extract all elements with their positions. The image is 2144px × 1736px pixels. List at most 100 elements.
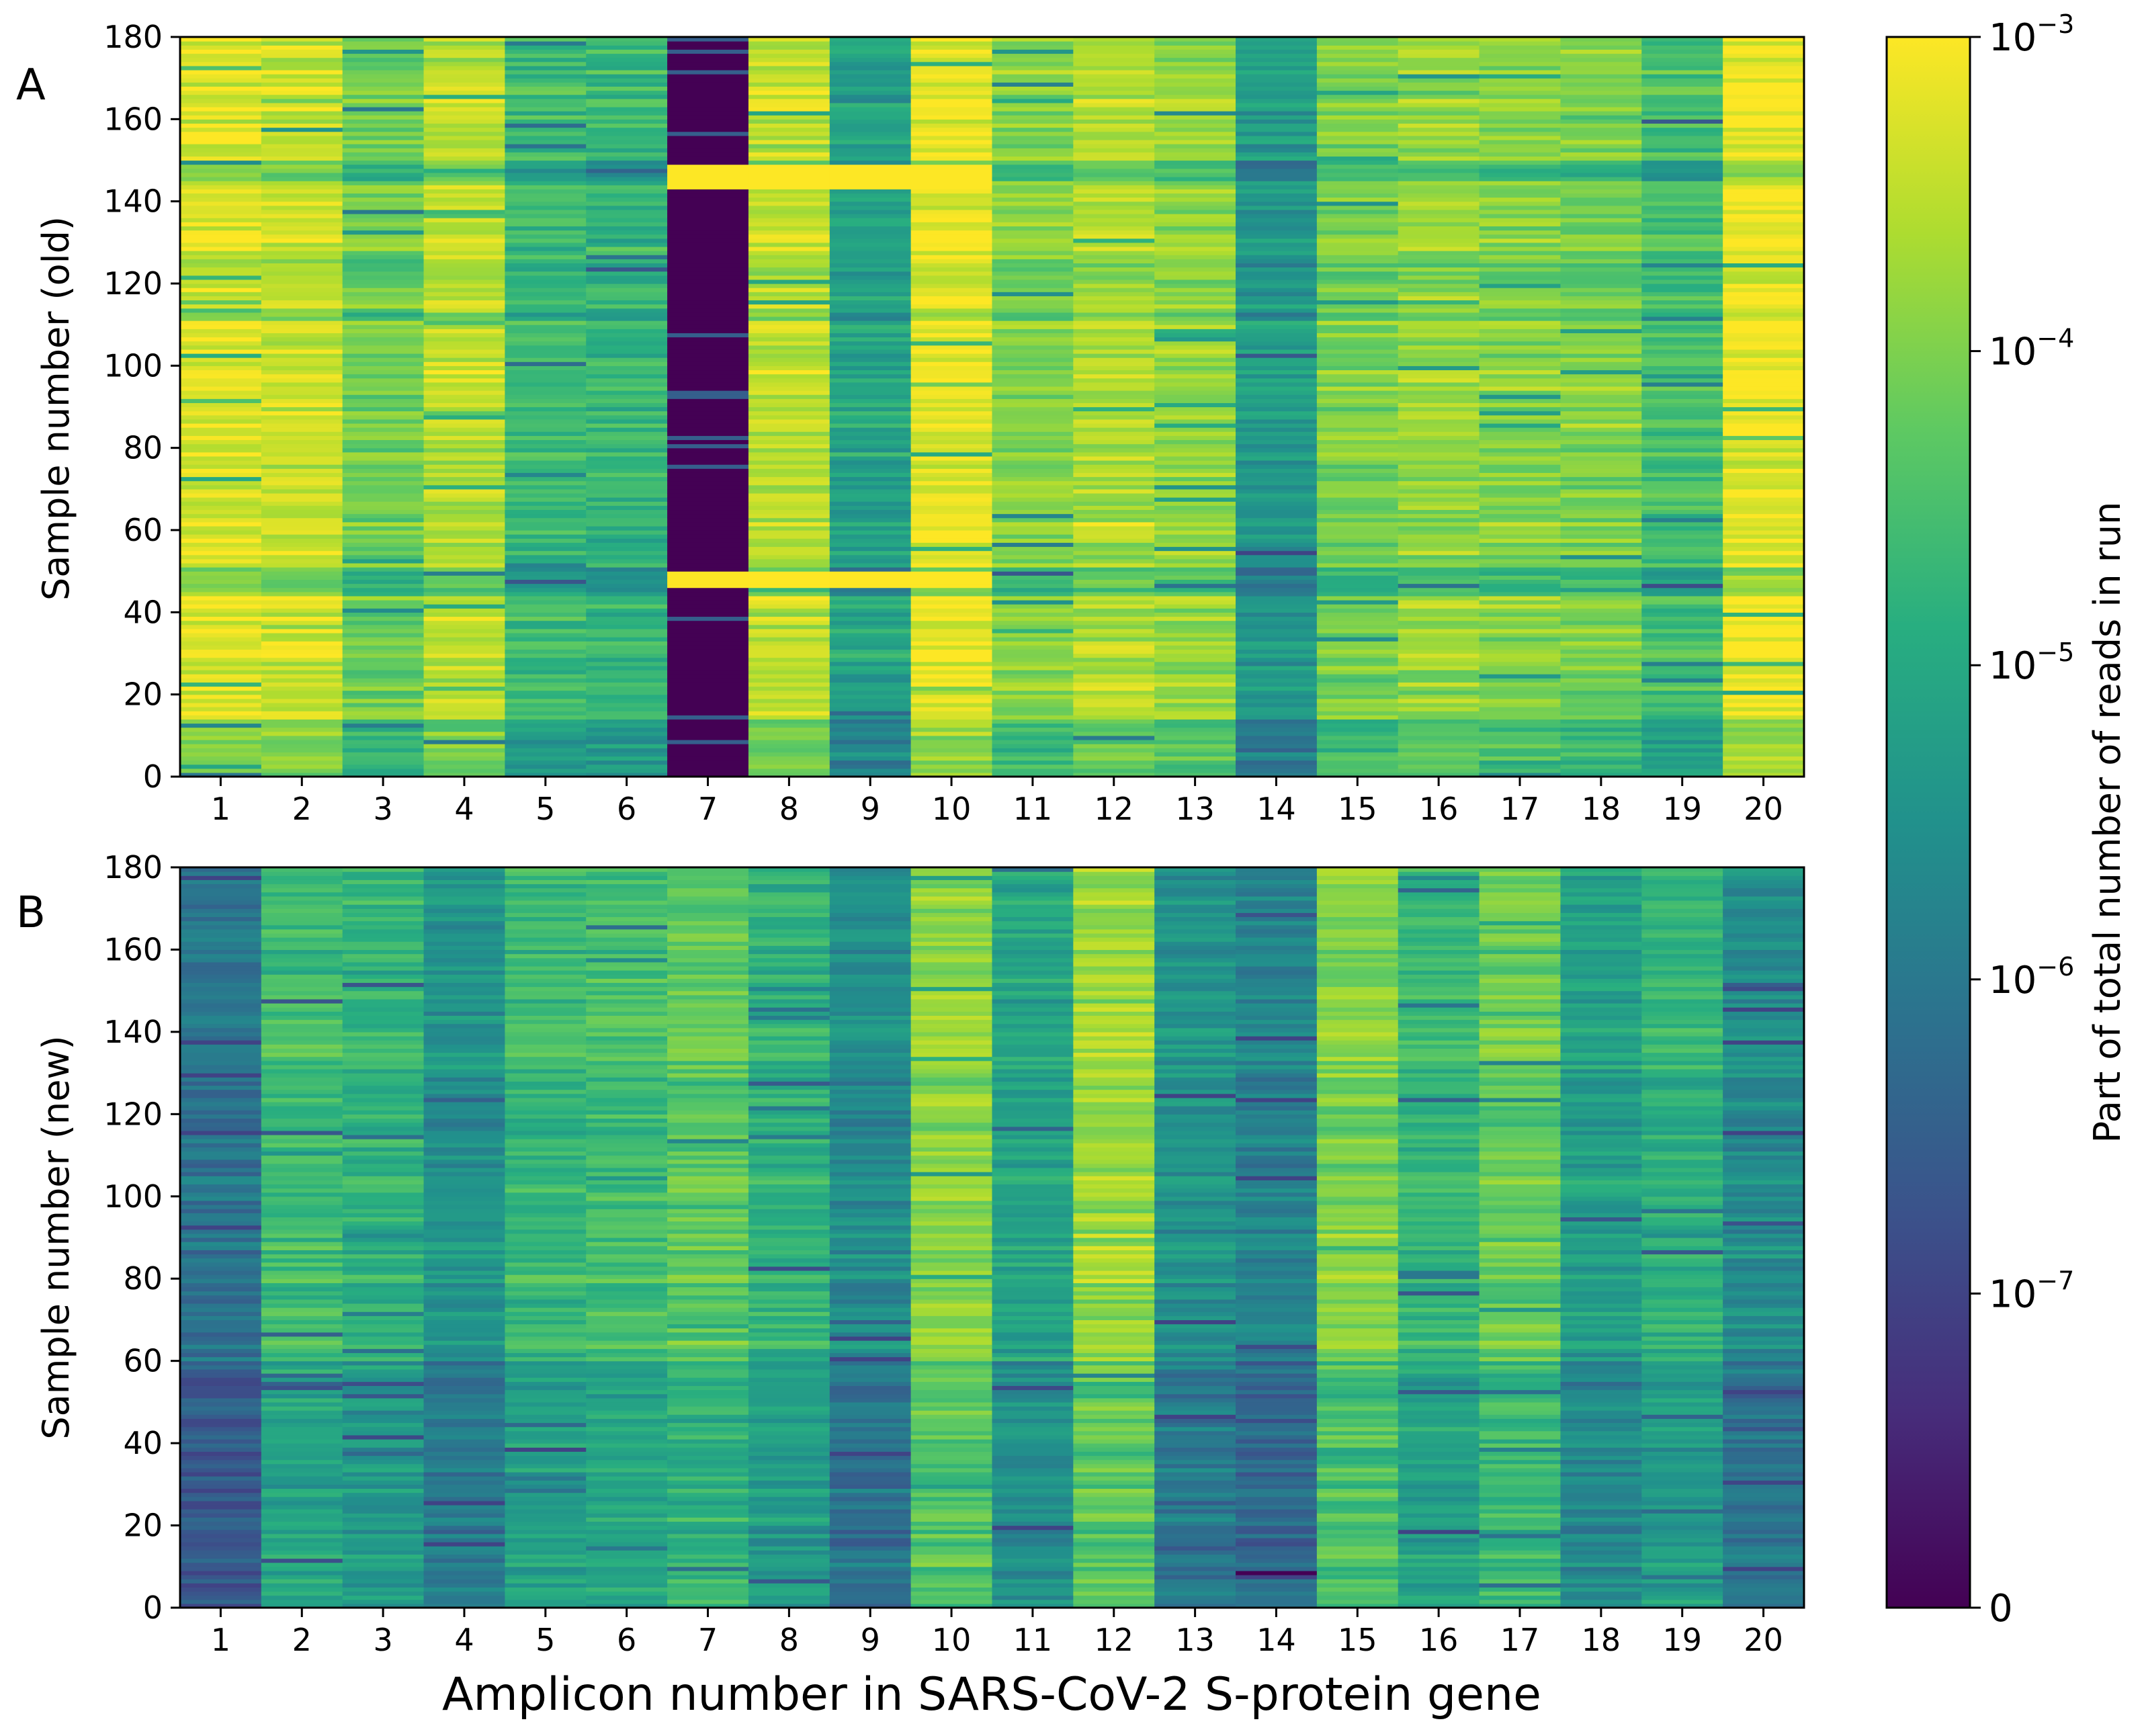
heatmap-cell [1073, 131, 1155, 136]
heatmap-cell [1641, 222, 1723, 226]
heatmap-cell [667, 591, 749, 597]
heatmap-cell [1316, 760, 1399, 765]
heatmap-cell [667, 1031, 749, 1037]
heatmap-cell [1641, 567, 1723, 572]
heatmap-cell [586, 1500, 668, 1506]
heatmap-cell [1398, 546, 1480, 552]
heatmap-cell [423, 316, 505, 321]
heatmap-cell [1479, 620, 1561, 625]
heatmap-cell [667, 135, 749, 140]
heatmap-cell [1316, 492, 1399, 498]
heatmap-cell [261, 476, 343, 482]
heatmap-cell [180, 986, 262, 992]
heatmap-cell [992, 41, 1074, 46]
heatmap-cell [586, 661, 668, 666]
heatmap-cell [748, 435, 830, 441]
heatmap-cell [1236, 451, 1318, 457]
heatmap-cell [342, 945, 425, 951]
heatmap-cell [1641, 513, 1723, 519]
heatmap-cell [505, 1397, 587, 1403]
heatmap-cell [505, 98, 587, 103]
heatmap-cell [1154, 390, 1236, 395]
heatmap-cell [748, 649, 830, 654]
heatmap-cell [992, 744, 1074, 748]
heatmap-cell [1479, 271, 1561, 276]
heatmap-cell [586, 201, 668, 206]
heatmap-cell [1316, 406, 1399, 412]
heatmap-cell [1398, 172, 1480, 177]
heatmap-cell [180, 1283, 262, 1288]
heatmap-cell [667, 234, 749, 239]
heatmap-cell [342, 1007, 425, 1012]
heatmap-cell [261, 1015, 343, 1021]
heatmap-cell [1073, 218, 1155, 222]
heatmap-cell [586, 912, 668, 918]
heatmap-cell [1560, 172, 1642, 177]
heatmap-cell [261, 164, 343, 169]
heatmap-cell [910, 341, 993, 346]
heatmap-cell [1641, 423, 1723, 428]
heatmap-cell [586, 525, 668, 531]
heatmap-cell [992, 760, 1074, 765]
heatmap-cell [1154, 349, 1236, 354]
heatmap-cell [423, 608, 505, 613]
heatmap-cell [667, 1504, 749, 1510]
heatmap-cell [667, 439, 749, 445]
heatmap-cell [667, 1401, 749, 1407]
heatmap-cell [992, 439, 1074, 445]
heatmap-cell [261, 152, 343, 157]
heatmap-cell [180, 1023, 262, 1029]
heatmap-cell [423, 505, 505, 511]
heatmap-cell [586, 1238, 668, 1242]
heatmap-cell [342, 521, 425, 527]
heatmap-cell [1316, 205, 1399, 210]
heatmap-cell [1398, 353, 1480, 358]
heatmap-cell [261, 1443, 343, 1448]
heatmap-cell [667, 748, 749, 752]
heatmap-cell [586, 185, 668, 189]
heatmap-cell [1723, 624, 1805, 630]
heatmap-cell [505, 1488, 587, 1493]
heatmap-cell [342, 1213, 425, 1217]
heatmap-cell [261, 1348, 343, 1354]
heatmap-cell [1073, 160, 1155, 165]
heatmap-cell [1479, 406, 1561, 412]
heatmap-cell [505, 1040, 587, 1045]
heatmap-cell [180, 316, 262, 321]
heatmap-cell [1073, 439, 1155, 445]
heatmap-cell [1723, 492, 1805, 498]
heatmap-cell [180, 1426, 262, 1432]
heatmap-cell [423, 1603, 505, 1608]
heatmap-cell [342, 181, 425, 185]
heatmap-cell [1641, 255, 1723, 259]
heatmap-cell [423, 945, 505, 951]
heatmap-cell [1316, 263, 1399, 268]
heatmap-cell [261, 1480, 343, 1485]
heatmap-cell [342, 727, 425, 732]
heatmap-cell [992, 435, 1074, 441]
heatmap-cell [586, 1344, 668, 1349]
heatmap-cell [1073, 300, 1155, 305]
heatmap-cell [423, 1595, 505, 1600]
heatmap-cell [748, 1455, 830, 1461]
heatmap-cell [1236, 197, 1318, 202]
heatmap-cell [1723, 357, 1805, 362]
heatmap-cell [829, 45, 912, 50]
heatmap-cell [748, 583, 830, 589]
heatmap-cell [992, 665, 1074, 670]
heatmap-cell [505, 961, 587, 967]
heatmap-cell [586, 497, 668, 502]
heatmap-cell [1398, 106, 1480, 112]
heatmap-cell [180, 185, 262, 189]
heatmap-cell [1723, 361, 1805, 366]
heatmap-cell [1316, 612, 1399, 617]
heatmap-cell [586, 1554, 668, 1559]
heatmap-cell [180, 1052, 262, 1057]
heatmap-cell [180, 1319, 262, 1325]
heatmap-cell [423, 719, 505, 724]
heatmap-cell [342, 49, 425, 54]
heatmap-cell [586, 711, 668, 715]
y-tick-label: 180 [103, 19, 163, 55]
heatmap-cell [423, 665, 505, 670]
heatmap-cell [1641, 267, 1723, 272]
